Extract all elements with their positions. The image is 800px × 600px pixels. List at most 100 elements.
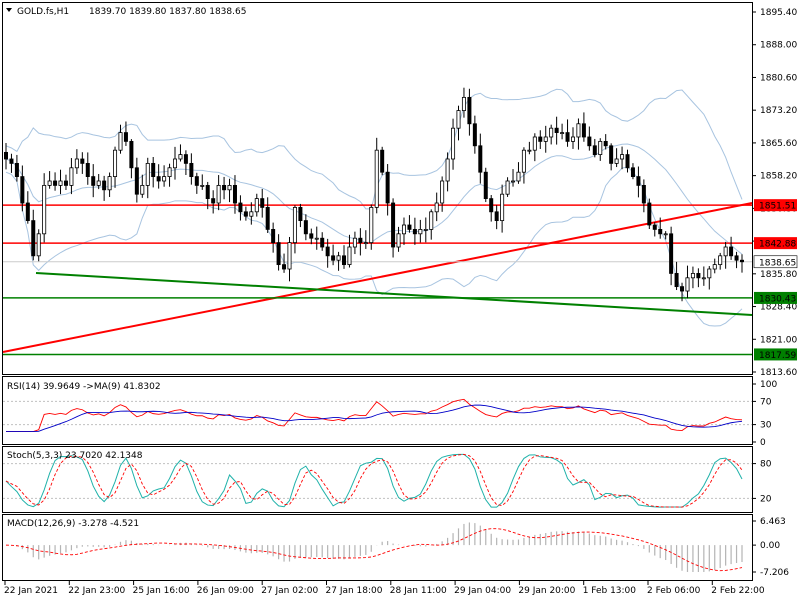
candle-body[interactable] <box>249 211 254 217</box>
candle-body[interactable] <box>712 264 717 270</box>
candle-body[interactable] <box>543 136 548 142</box>
candle-body[interactable] <box>63 180 68 186</box>
candle-body[interactable] <box>494 211 499 222</box>
candle-body[interactable] <box>614 158 619 164</box>
candle-body[interactable] <box>434 202 439 213</box>
candle-body[interactable] <box>222 184 227 191</box>
candle-body[interactable] <box>500 193 505 222</box>
candle-body[interactable] <box>592 145 597 155</box>
candle-body[interactable] <box>532 136 537 151</box>
candle-body[interactable] <box>723 246 728 257</box>
candle-body[interactable] <box>549 127 554 138</box>
candle-body[interactable] <box>200 184 205 187</box>
candle-body[interactable] <box>303 220 308 235</box>
candle-body[interactable] <box>167 167 172 177</box>
candle-body[interactable] <box>527 149 532 152</box>
rsi-panel-frame[interactable] <box>2 376 753 445</box>
candle-body[interactable] <box>363 242 368 245</box>
candle-body[interactable] <box>352 237 357 248</box>
candle-body[interactable] <box>162 176 167 182</box>
candle-body[interactable] <box>740 259 745 263</box>
candle-body[interactable] <box>658 229 663 235</box>
candle-body[interactable] <box>14 162 19 177</box>
candle-body[interactable] <box>80 158 85 164</box>
candle-body[interactable] <box>9 158 14 164</box>
candle-body[interactable] <box>314 237 319 240</box>
candle-body[interactable] <box>456 110 461 129</box>
candle-body[interactable] <box>183 154 188 164</box>
candle-body[interactable] <box>156 176 161 182</box>
candle-body[interactable] <box>696 273 701 279</box>
candle-body[interactable] <box>674 273 679 288</box>
candle-body[interactable] <box>521 149 526 173</box>
candle-body[interactable] <box>36 233 41 257</box>
candle-body[interactable] <box>461 96 466 111</box>
candle-body[interactable] <box>31 220 36 257</box>
candle-body[interactable] <box>718 255 723 266</box>
candle-body[interactable] <box>581 123 586 138</box>
candle-body[interactable] <box>178 154 183 160</box>
candle-body[interactable] <box>282 264 287 270</box>
candle-body[interactable] <box>636 176 641 186</box>
candle-body[interactable] <box>140 184 145 195</box>
rising-resistance-trendline[interactable] <box>2 202 753 353</box>
candle-body[interactable] <box>505 180 510 195</box>
candle-body[interactable] <box>287 242 292 270</box>
candle-body[interactable] <box>576 123 581 138</box>
candle-body[interactable] <box>271 229 276 244</box>
candle-body[interactable] <box>478 145 483 173</box>
candle-body[interactable] <box>412 229 417 235</box>
macd-panel-frame[interactable] <box>2 514 753 581</box>
candle-body[interactable] <box>320 237 325 248</box>
candle-body[interactable] <box>423 229 428 231</box>
collapse-triangle-icon[interactable] <box>6 8 12 12</box>
candle-body[interactable] <box>227 184 232 191</box>
candle-body[interactable] <box>211 198 216 204</box>
candle-body[interactable] <box>4 151 9 160</box>
candle-body[interactable] <box>385 171 390 204</box>
falling-support-trendline[interactable] <box>35 272 753 316</box>
candle-body[interactable] <box>734 255 739 261</box>
candle-body[interactable] <box>96 180 101 186</box>
candle-body[interactable] <box>570 136 575 142</box>
candle-body[interactable] <box>467 96 472 125</box>
candle-body[interactable] <box>538 136 543 142</box>
candle-body[interactable] <box>401 224 406 235</box>
candle-body[interactable] <box>265 207 270 230</box>
candle-body[interactable] <box>685 277 690 292</box>
candle-body[interactable] <box>587 136 592 147</box>
candle-body[interactable] <box>91 176 96 186</box>
candle-body[interactable] <box>347 246 352 266</box>
candle-body[interactable] <box>216 184 221 204</box>
candle-body[interactable] <box>652 224 657 230</box>
candle-body[interactable] <box>603 140 608 147</box>
candle-body[interactable] <box>358 237 363 244</box>
candle-body[interactable] <box>440 180 445 204</box>
candle-body[interactable] <box>134 167 139 195</box>
candle-body[interactable] <box>107 176 112 191</box>
candle-body[interactable] <box>625 154 630 169</box>
candle-body[interactable] <box>690 273 695 279</box>
candle-body[interactable] <box>298 207 303 222</box>
candle-body[interactable] <box>243 211 248 217</box>
candle-body[interactable] <box>565 132 570 142</box>
candle-body[interactable] <box>232 184 237 204</box>
candle-body[interactable] <box>74 158 79 169</box>
candle-body[interactable] <box>380 149 385 173</box>
candle-body[interactable] <box>369 207 374 244</box>
candle-body[interactable] <box>20 176 25 204</box>
candle-body[interactable] <box>647 202 652 226</box>
candle-body[interactable] <box>680 286 685 292</box>
candle-body[interactable] <box>489 198 494 213</box>
candle-body[interactable] <box>445 158 450 182</box>
candle-body[interactable] <box>118 132 123 151</box>
candle-body[interactable] <box>516 171 521 182</box>
candle-body[interactable] <box>260 198 265 208</box>
candle-body[interactable] <box>560 132 565 134</box>
candle-body[interactable] <box>511 180 516 183</box>
candle-body[interactable] <box>374 149 379 208</box>
candle-body[interactable] <box>331 255 336 261</box>
candle-body[interactable] <box>472 123 477 147</box>
candle-body[interactable] <box>254 198 259 213</box>
